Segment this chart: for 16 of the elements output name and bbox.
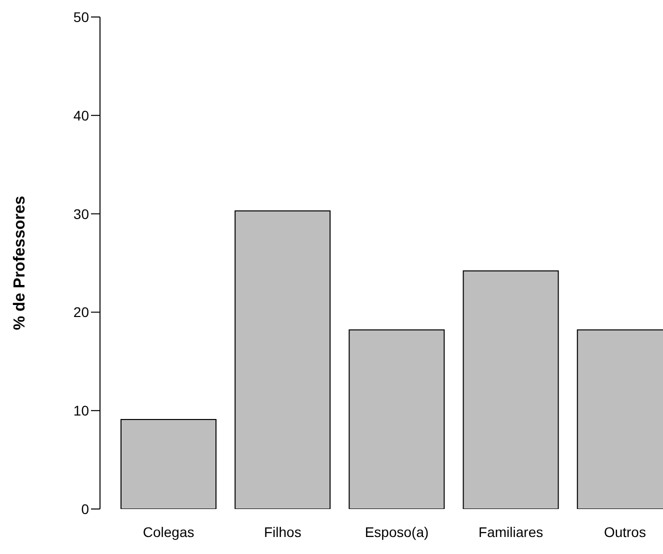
- bar: [120, 418, 216, 509]
- x-tick-label: Esposo(a): [364, 524, 429, 540]
- bar: [462, 270, 559, 509]
- y-tick-label: 0: [81, 500, 90, 517]
- y-tick-label: 20: [73, 304, 90, 320]
- x-tick-label: Familiares: [478, 524, 544, 540]
- y-tick-label: 40: [73, 107, 90, 124]
- y-tick-label: 10: [73, 402, 90, 419]
- y-tick-label: 30: [73, 206, 90, 222]
- x-tick-label: Filhos: [264, 524, 302, 540]
- bar: [234, 210, 331, 509]
- y-tick-label: 50: [73, 8, 90, 25]
- bar: [348, 329, 445, 509]
- y-axis-title: % de Professores: [12, 196, 29, 330]
- x-tick-label: Outros: [604, 524, 646, 540]
- x-tick-label: Colegas: [142, 524, 194, 540]
